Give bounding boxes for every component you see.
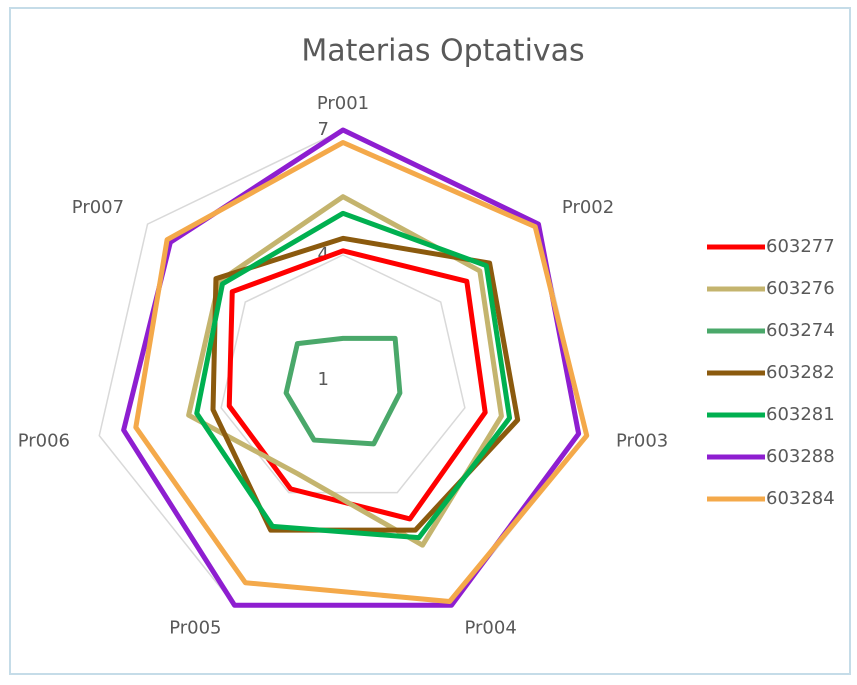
category-label: Pr003: [616, 430, 668, 451]
series-line: [283, 335, 403, 447]
legend-label: 603284: [766, 488, 835, 509]
legend-label: 603274: [766, 320, 835, 341]
legend-label: 603277: [766, 236, 835, 257]
category-label: Pr006: [18, 430, 70, 451]
series-line: [194, 210, 513, 541]
y-tick-label: 7: [318, 119, 329, 140]
category-label: Pr001: [317, 93, 369, 114]
category-label: Pr002: [562, 197, 614, 218]
legend-label: 603281: [766, 404, 835, 425]
legend-label: 603288: [766, 446, 835, 467]
chart-title: Materias Optativas: [301, 34, 584, 69]
category-label: Pr004: [464, 618, 516, 639]
y-tick-label: 4: [318, 244, 329, 265]
category-label: Pr005: [169, 618, 221, 639]
legend-label: 603282: [766, 362, 835, 383]
category-label: Pr007: [72, 197, 124, 218]
grid-line: [220, 254, 466, 494]
y-tick-label: 1: [318, 369, 329, 390]
chart-border: [9, 7, 851, 675]
legend-label: 603276: [766, 278, 835, 299]
series-line: [133, 140, 590, 604]
